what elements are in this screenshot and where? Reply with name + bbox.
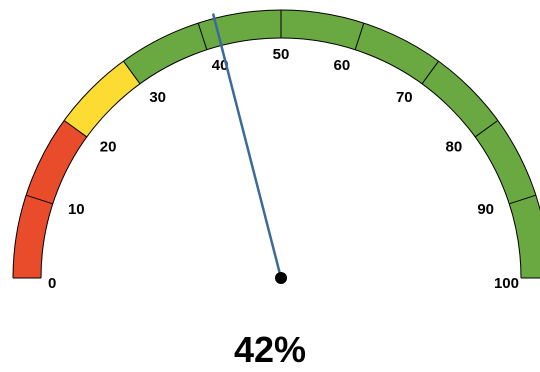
gauge-outer-outline (12, 9, 540, 279)
gauge-tick-30 (123, 60, 141, 85)
gauge-tick-label-90: 90 (477, 201, 494, 218)
gauge-tick-10 (25, 194, 53, 205)
gauge-tick-lines (25, 10, 537, 205)
gauge-band-0 (13, 120, 87, 279)
gauge-tick-60 (354, 22, 365, 50)
gauge-tick-80 (474, 120, 499, 138)
gauge-tick-label-100: 100 (494, 275, 519, 292)
gauge-hub (275, 272, 287, 284)
gauge-tick-label-20: 20 (100, 138, 117, 155)
gauge-value-label: 42% (233, 329, 307, 370)
gauge-tick-70 (421, 60, 439, 85)
gauge-tick-label-80: 80 (446, 138, 463, 155)
gauge-band-1 (64, 61, 140, 137)
gauge-tick-label-60: 60 (334, 57, 351, 74)
gauge-tick-label-70: 70 (396, 89, 413, 106)
gauge-tick-40 (197, 22, 208, 50)
gauge-bands (13, 10, 540, 279)
gauge-tick-20 (63, 120, 88, 138)
gauge-tick-label-30: 30 (149, 89, 166, 106)
gauge-tick-label-50: 50 (273, 46, 290, 63)
gauge-needle (212, 13, 283, 280)
gauge-band-2 (123, 10, 540, 278)
gauge-tick-label-0: 0 (48, 275, 56, 292)
gauge-tick-90 (509, 194, 537, 205)
gauge-inner-outline (40, 37, 522, 279)
gauge-tick-label-10: 10 (68, 201, 85, 218)
